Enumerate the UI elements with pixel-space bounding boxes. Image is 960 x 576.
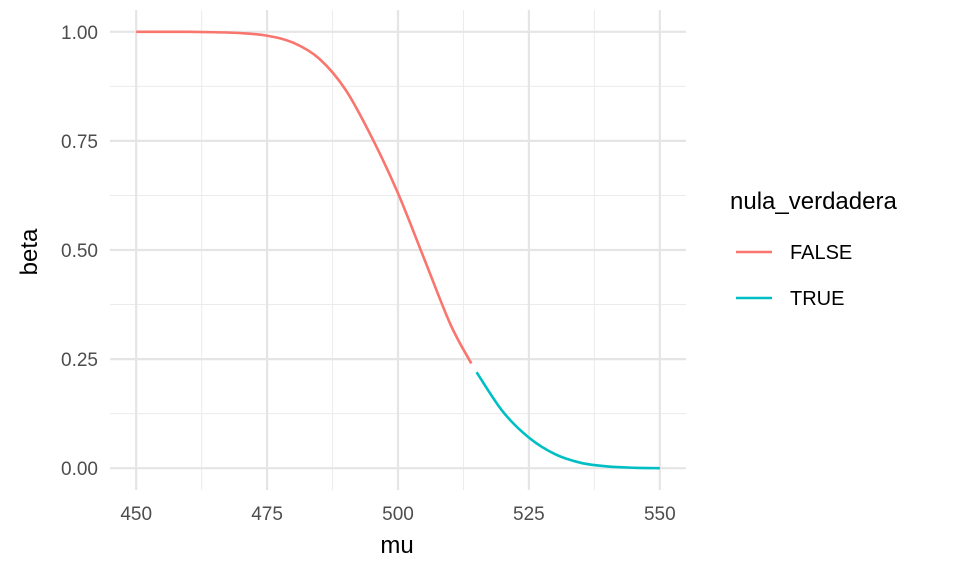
- y-tick-label: 0.25: [61, 350, 98, 371]
- series-line-false: [136, 30, 473, 365]
- x-tick-labels: 450 475 500 525 550: [120, 504, 675, 525]
- legend: nula_verdadera FALSE TRUE: [730, 188, 897, 310]
- x-tick-label: 475: [251, 504, 283, 525]
- y-tick-label: 0.75: [61, 132, 98, 153]
- series-line-true: [475, 371, 660, 470]
- y-axis-title: beta: [16, 228, 43, 275]
- legend-items: FALSE TRUE: [736, 242, 852, 310]
- y-tick-labels: 0.00 0.25 0.50 0.75 1.00: [61, 23, 98, 480]
- y-tick-label: 0.50: [61, 241, 98, 262]
- x-tick-label: 525: [513, 504, 545, 525]
- x-axis-title: mu: [380, 532, 413, 559]
- y-tick-label: 1.00: [61, 23, 98, 44]
- x-tick-label: 500: [382, 504, 414, 525]
- series-layer: [136, 30, 660, 470]
- x-tick-label: 550: [644, 504, 676, 525]
- grid-major: [110, 10, 686, 490]
- legend-title: nula_verdadera: [730, 188, 897, 215]
- y-tick-label: 0.00: [61, 459, 98, 480]
- x-tick-label: 450: [120, 504, 152, 525]
- legend-label-true: TRUE: [790, 288, 844, 310]
- legend-label-false: FALSE: [790, 242, 852, 264]
